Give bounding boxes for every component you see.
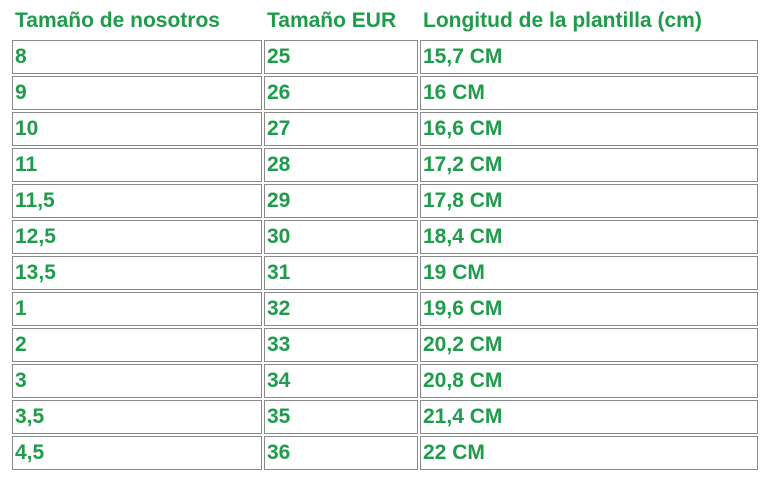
table-cell: 34 xyxy=(264,364,418,398)
table-cell: 16,6 CM xyxy=(420,112,758,146)
size-table: Tamaño de nosotros Tamaño EUR Longitud de … xyxy=(10,2,760,472)
table-cell: 13,5 xyxy=(12,256,262,290)
table-cell: 35 xyxy=(264,400,418,434)
table-row: 8 25 15,7 CM xyxy=(12,40,758,74)
table-cell: 20,2 CM xyxy=(420,328,758,362)
table-cell: 28 xyxy=(264,148,418,182)
table-row: 12,5 30 18,4 CM xyxy=(12,220,758,254)
table-cell: 32 xyxy=(264,292,418,326)
table-row: 2 33 20,2 CM xyxy=(12,328,758,362)
table-cell: 16 CM xyxy=(420,76,758,110)
table-cell: 3,5 xyxy=(12,400,262,434)
table-cell: 19 CM xyxy=(420,256,758,290)
table-row: 4,5 36 22 CM xyxy=(12,436,758,470)
table-cell: 25 xyxy=(264,40,418,74)
table-cell: 17,8 CM xyxy=(420,184,758,218)
table-cell: 26 xyxy=(264,76,418,110)
table-cell: 8 xyxy=(12,40,262,74)
table-cell: 19,6 CM xyxy=(420,292,758,326)
table-cell: 30 xyxy=(264,220,418,254)
table-row: 3,5 35 21,4 CM xyxy=(12,400,758,434)
table-cell: 31 xyxy=(264,256,418,290)
table-cell: 9 xyxy=(12,76,262,110)
header-cell: Tamaño de nosotros xyxy=(15,9,220,32)
table-cell: 11,5 xyxy=(12,184,262,218)
table-row: 10 27 16,6 CM xyxy=(12,112,758,146)
header-row: Tamaño de nosotros Tamaño EUR Longitud de … xyxy=(12,4,758,38)
table-cell: 18,4 CM xyxy=(420,220,758,254)
header-cell: Tamaño EUR xyxy=(267,9,397,32)
table-row: 1 32 19,6 CM xyxy=(12,292,758,326)
table-cell: 20,8 CM xyxy=(420,364,758,398)
table-cell: 4,5 xyxy=(12,436,262,470)
table-cell: 33 xyxy=(264,328,418,362)
table-cell: 12,5 xyxy=(12,220,262,254)
table-row: 13,5 31 19 CM xyxy=(12,256,758,290)
table-cell: 17,2 CM xyxy=(420,148,758,182)
table-cell: 22 CM xyxy=(420,436,758,470)
table-cell: 36 xyxy=(264,436,418,470)
table-row: 9 26 16 CM xyxy=(12,76,758,110)
table-row: 3 34 20,8 CM xyxy=(12,364,758,398)
table-cell: 11 xyxy=(12,148,262,182)
table-cell: 1 xyxy=(12,292,262,326)
table-cell: 10 xyxy=(12,112,262,146)
table-row: 11,5 29 17,8 CM xyxy=(12,184,758,218)
table-cell: 29 xyxy=(264,184,418,218)
table-row: 11 28 17,2 CM xyxy=(12,148,758,182)
header-cell: Longitud de la plantilla (cm) xyxy=(423,9,702,32)
table-cell: 2 xyxy=(12,328,262,362)
table-cell: 21,4 CM xyxy=(420,400,758,434)
table-cell: 15,7 CM xyxy=(420,40,758,74)
table-cell: 27 xyxy=(264,112,418,146)
table-body: 8 25 15,7 CM 9 26 16 CM 10 27 16,6 CM 11 28 17,2 CM… xyxy=(12,40,758,470)
table-cell: 3 xyxy=(12,364,262,398)
